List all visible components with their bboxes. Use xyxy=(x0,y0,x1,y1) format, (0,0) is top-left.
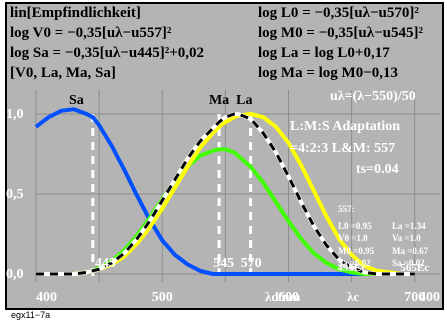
legend-right-1: log L0 = −0,35[uλ−u570]² xyxy=(258,5,419,21)
y-tick-label-0: 0,0 xyxy=(6,267,24,282)
marker-label-545: 545 xyxy=(213,256,234,271)
u-lambda-formula: uλ=(λ−550)/50 xyxy=(330,89,416,104)
values-title: 557: xyxy=(338,204,355,214)
values-right-3: Ma =0.67 xyxy=(392,246,429,256)
vertical-marker-lines xyxy=(91,114,253,282)
x-tick-label-4: 400 xyxy=(419,290,440,305)
peak-label-ma: Ma xyxy=(209,93,229,108)
legend-right-4: log Ma = log M0−0,13 xyxy=(258,65,398,81)
footer-code: egx11−7a xyxy=(11,310,50,320)
marker-label-570: 570 xyxy=(241,256,262,271)
values-left-1: L0 =0.95 xyxy=(338,221,372,231)
legend-right-2: log M0 = −0,35[uλ−u545]² xyxy=(258,25,424,41)
legend-line-3: log Sa = −0,35[uλ−u445]²+0,02 xyxy=(10,45,204,61)
info-line-2: =4:2:3 L&M: 557 xyxy=(290,141,395,156)
values-right-4: Sa =0.02 xyxy=(392,258,425,268)
peak-label-la: La xyxy=(236,93,252,108)
values-right-2: Va =1.0 xyxy=(392,233,421,243)
series-dash-3 xyxy=(36,112,415,276)
bottom-label-495ec: 495Ec xyxy=(337,262,366,274)
y-tick-label-2: 1,0 xyxy=(6,107,24,122)
values-left-4: Sa =0.02 xyxy=(338,258,371,268)
plot-frame xyxy=(5,2,444,310)
info-line-3: ts=0.04 xyxy=(356,162,399,177)
x-tick-label-1: 500 xyxy=(152,290,173,305)
series-line-0 xyxy=(34,107,415,276)
legend-line-4: [V0, La, Ma, Sa] xyxy=(10,65,116,81)
x-tick-label-3: 700 xyxy=(404,290,425,305)
values-right-1: La =1.34 xyxy=(392,221,426,231)
values-left-2: V0 =1.0 xyxy=(338,233,368,243)
bottom-label-565ec: 565Ec xyxy=(400,262,429,274)
series-group xyxy=(34,107,415,276)
x-axis-label: λd/nm xyxy=(265,289,300,304)
legend-line-2: log V0 = −0,35[uλ−u557]² xyxy=(10,25,172,41)
info-line-1: L:M:S Adaptation xyxy=(290,119,400,134)
marker-label-445: 445 xyxy=(95,256,116,271)
x-axis-label-2: λc xyxy=(347,289,359,304)
x-tick-label-0: 400 xyxy=(36,290,57,305)
legend-line-1: lin[Empfindlichkeit] xyxy=(10,5,141,21)
peak-label-sa: Sa xyxy=(69,93,84,108)
x-tick-label-2: 600 xyxy=(278,290,299,305)
values-left-3: M0 =0.95 xyxy=(338,246,375,256)
y-tick-label-1: 0,5 xyxy=(6,187,24,202)
legend-right-3: log La = log L0+0,17 xyxy=(258,45,390,61)
